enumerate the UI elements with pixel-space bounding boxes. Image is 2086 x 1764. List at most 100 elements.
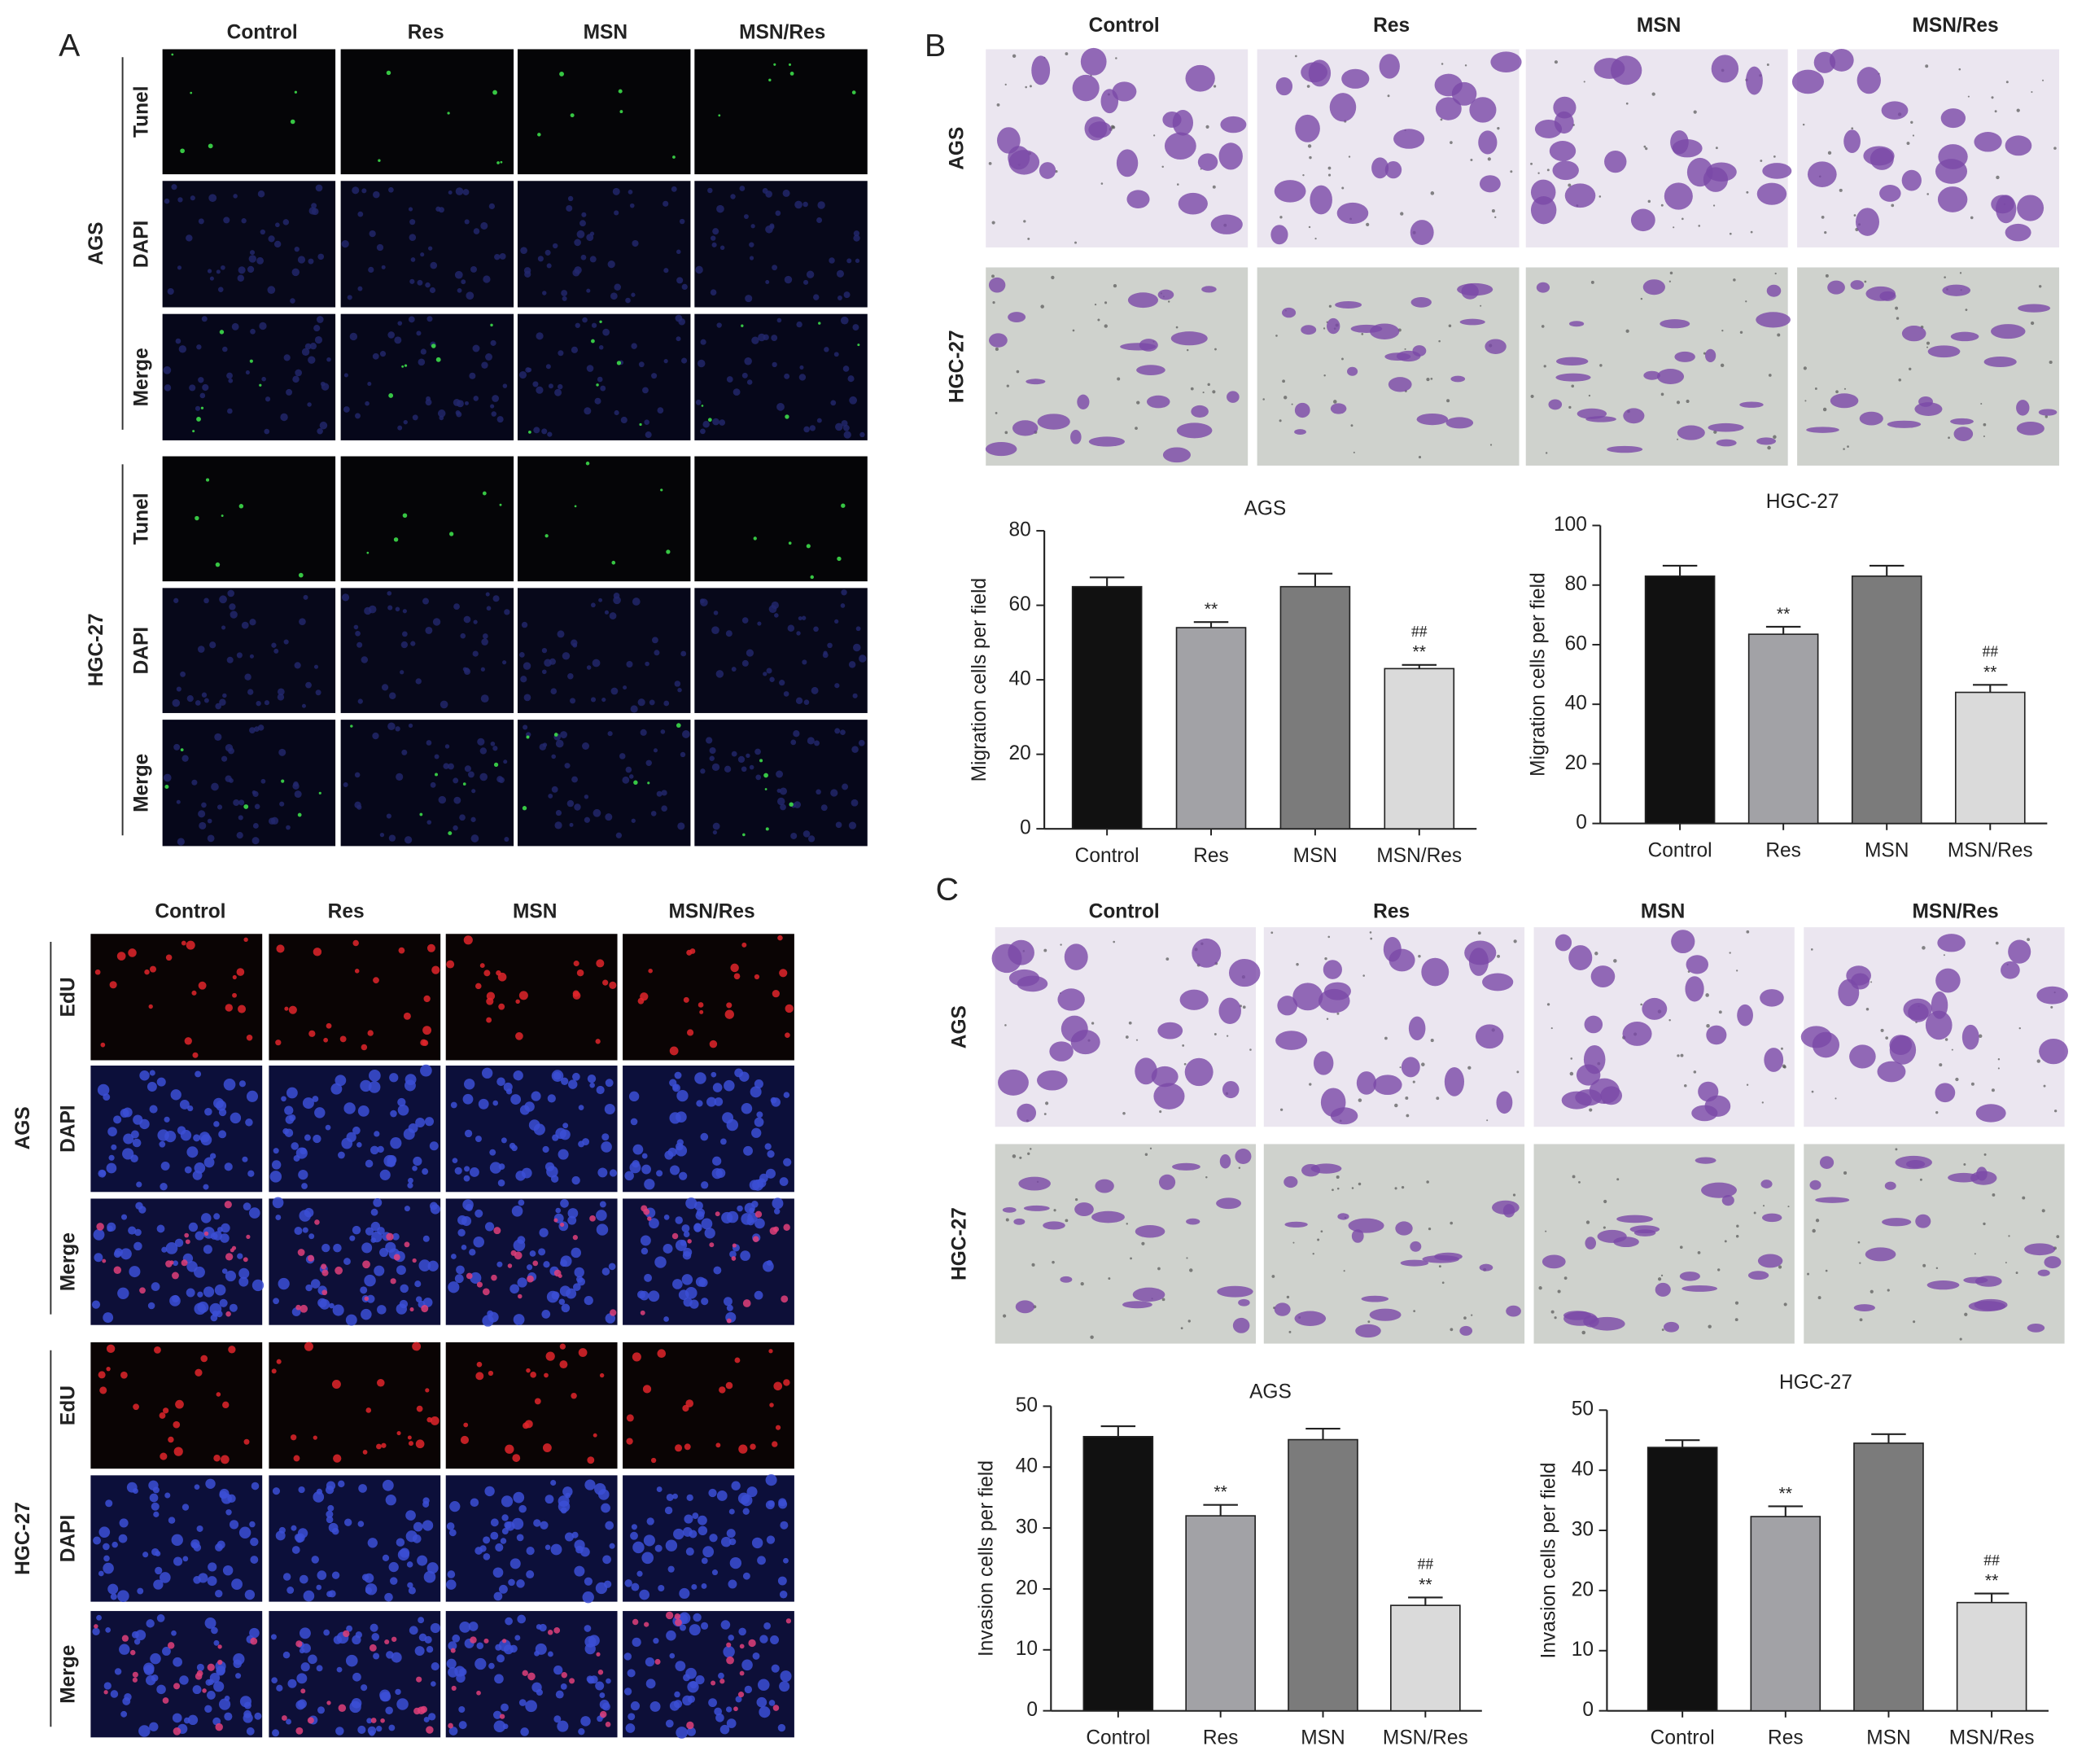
cell xyxy=(567,1208,579,1219)
cell xyxy=(1370,937,1373,940)
cell xyxy=(1430,191,1435,195)
cell xyxy=(780,803,786,811)
cell xyxy=(672,1279,683,1289)
cell xyxy=(1060,943,1062,946)
cell xyxy=(783,1379,790,1386)
cell xyxy=(1643,145,1646,148)
cell xyxy=(702,420,710,428)
cell xyxy=(1948,436,1950,440)
cell xyxy=(409,219,416,225)
cell xyxy=(1157,289,1174,300)
cell xyxy=(1494,216,1497,218)
cell xyxy=(751,1201,759,1208)
cell xyxy=(579,220,586,227)
micrograph xyxy=(694,181,868,308)
error-bar xyxy=(1408,1596,1443,1606)
cell xyxy=(328,1590,336,1598)
cell xyxy=(741,1103,753,1114)
cell xyxy=(165,954,173,961)
cell xyxy=(1202,392,1205,394)
cell xyxy=(511,1517,524,1530)
cell xyxy=(700,768,706,774)
cell xyxy=(541,669,547,675)
cell xyxy=(1130,1257,1132,1260)
cell xyxy=(493,1720,506,1732)
cell xyxy=(530,1372,536,1378)
cell xyxy=(490,1518,499,1527)
cell xyxy=(287,1679,297,1688)
cell xyxy=(159,1412,166,1419)
cell xyxy=(373,190,380,199)
cell xyxy=(698,1515,707,1525)
cell xyxy=(426,943,435,952)
cell xyxy=(366,1718,373,1724)
cell xyxy=(796,321,802,328)
cell xyxy=(486,991,496,1000)
cell xyxy=(440,700,448,709)
cell xyxy=(798,616,802,621)
cell xyxy=(211,1626,218,1635)
cell xyxy=(446,1522,455,1530)
cell xyxy=(555,1207,562,1214)
cell xyxy=(490,404,495,409)
cell xyxy=(120,1248,132,1260)
cell xyxy=(524,1420,533,1429)
cell xyxy=(460,1435,470,1445)
cell xyxy=(408,316,415,323)
cell xyxy=(186,940,195,950)
cell xyxy=(1309,1083,1312,1086)
cell xyxy=(619,110,623,114)
cell xyxy=(431,344,436,348)
cell xyxy=(725,1381,733,1390)
cell xyxy=(502,1723,509,1730)
cell xyxy=(678,317,686,326)
cell xyxy=(326,1701,331,1705)
cell xyxy=(97,1083,110,1096)
cell xyxy=(264,700,270,706)
cell xyxy=(739,1670,745,1676)
cell xyxy=(474,1209,483,1218)
cell xyxy=(687,1239,692,1244)
micrograph xyxy=(694,49,868,175)
cell xyxy=(382,1554,390,1562)
cell xyxy=(196,1670,203,1677)
cell xyxy=(586,665,592,670)
cell xyxy=(574,266,582,274)
cell xyxy=(992,301,995,304)
cell xyxy=(1895,306,1899,310)
cell xyxy=(1607,445,1643,453)
cell xyxy=(614,409,619,416)
cell xyxy=(657,407,664,414)
cell xyxy=(138,1206,147,1214)
cell xyxy=(1701,1182,1737,1198)
cell xyxy=(224,1712,233,1721)
stain-label: Merge xyxy=(131,754,153,812)
cell xyxy=(1490,51,1522,72)
cell xyxy=(1388,377,1412,392)
cell xyxy=(625,766,632,773)
cell xyxy=(244,673,251,681)
cell xyxy=(2038,409,2058,416)
micrograph xyxy=(90,934,263,1061)
cell xyxy=(208,1562,217,1572)
micrograph-bg xyxy=(517,49,691,175)
cell xyxy=(414,1646,425,1657)
cell xyxy=(715,1713,724,1722)
cell xyxy=(842,365,850,372)
cell xyxy=(631,292,636,297)
cell xyxy=(357,698,363,704)
micrograph-bg xyxy=(269,934,441,1061)
cell xyxy=(780,1670,792,1683)
cell xyxy=(1436,1096,1440,1101)
cell xyxy=(1004,1024,1007,1026)
stain-label: Merge xyxy=(58,1232,80,1291)
cell xyxy=(770,1635,780,1644)
cell xyxy=(373,1197,383,1207)
cell xyxy=(452,1634,461,1643)
micrograph-bg xyxy=(694,313,868,440)
cell xyxy=(314,1107,326,1118)
cell xyxy=(299,1627,311,1639)
cell xyxy=(547,431,553,437)
cell xyxy=(640,729,647,736)
cell xyxy=(197,1291,203,1298)
